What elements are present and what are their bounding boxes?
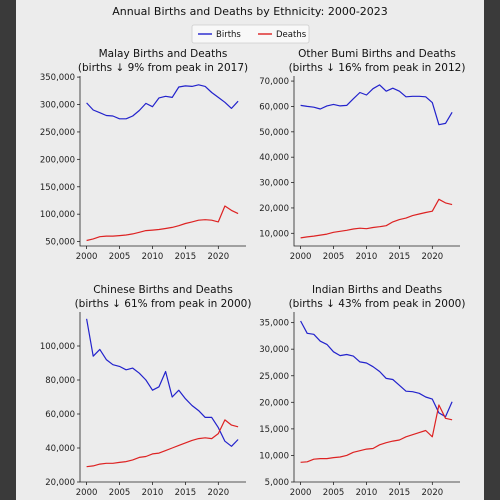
y-tick-label: 15,000 [259, 425, 289, 435]
axes-spine [293, 312, 460, 483]
x-tick-label: 2000 [290, 252, 312, 262]
y-tick-label: 5,000 [265, 478, 289, 488]
legend-box [191, 24, 310, 44]
figure-title: Annual Births and Deaths by Ethnicity: 2… [112, 5, 388, 18]
panel-title: Other Bumi Births and Deaths [298, 48, 456, 60]
legend-deaths-label: Deaths [276, 30, 307, 40]
x-tick-label: 2015 [175, 252, 197, 262]
y-tick-label: 40,000 [45, 444, 75, 454]
y-tick-label: 20,000 [45, 478, 75, 488]
y-tick-label: 300,000 [40, 101, 75, 111]
series-line-deaths [86, 419, 239, 468]
x-tick-label: 2010 [142, 488, 164, 498]
y-tick-label: 50,000 [45, 238, 75, 248]
y-tick-label: 60,000 [45, 410, 75, 420]
y-tick-label: 35,000 [259, 319, 289, 329]
x-tick-label: 2020 [422, 252, 444, 262]
series-line-births [300, 320, 453, 418]
y-tick-label: 30,000 [259, 179, 289, 189]
series-line-deaths [300, 404, 453, 463]
x-tick-label: 2005 [109, 488, 131, 498]
y-tick-label: 60,000 [259, 102, 289, 112]
x-tick-label: 2020 [208, 252, 230, 262]
chart-panels: Malay Births and Deaths (births ↓ 9% from… [40, 48, 466, 498]
y-tick-label: 10,000 [259, 229, 289, 239]
panel-title: Chinese Births and Deaths [93, 284, 233, 296]
x-tick-label: 2020 [208, 488, 230, 498]
figure-frame: Annual Births and Deaths by Ethnicity: 2… [16, 0, 484, 500]
x-tick-label: 2000 [76, 252, 98, 262]
y-tick-label: 150,000 [40, 183, 75, 193]
y-tick-label: 250,000 [40, 128, 75, 138]
panel-title: Indian Births and Deaths [312, 284, 442, 296]
x-tick-label: 2005 [323, 252, 345, 262]
panel-subtitle: (births ↓ 9% from peak in 2017) [78, 62, 248, 74]
x-tick-label: 2000 [290, 488, 312, 498]
series-line-births [86, 318, 239, 447]
x-tick-label: 2000 [76, 488, 98, 498]
y-tick-label: 100,000 [40, 210, 75, 220]
y-tick-label: 25,000 [259, 372, 289, 382]
y-tick-label: 100,000 [40, 342, 75, 352]
legend-births-label: Births [216, 30, 241, 40]
y-tick-label: 40,000 [259, 153, 289, 163]
figure-legend: Births Deaths [191, 24, 310, 44]
x-tick-label: 2015 [175, 488, 197, 498]
panel-chinese: Chinese Births and Deaths (births ↓ 61% f… [40, 284, 252, 498]
y-tick-label: 80,000 [45, 376, 75, 386]
y-tick-label: 350,000 [40, 73, 75, 83]
axes-spine [79, 312, 246, 483]
panel-malay: Malay Births and Deaths (births ↓ 9% from… [40, 48, 248, 262]
x-tick-label: 2010 [356, 488, 378, 498]
y-tick-label: 30,000 [259, 345, 289, 355]
y-tick-label: 70,000 [259, 77, 289, 87]
axes-spine [79, 76, 246, 247]
panel-other-bumi: Other Bumi Births and Deaths (births ↓ 16… [259, 48, 465, 262]
y-tick-label: 20,000 [259, 204, 289, 214]
series-line-deaths [300, 198, 453, 239]
x-tick-label: 2015 [389, 252, 411, 262]
panel-subtitle: (births ↓ 61% from peak in 2000) [75, 298, 252, 310]
x-tick-label: 2015 [389, 488, 411, 498]
series-line-deaths [86, 205, 239, 242]
axes-spine [293, 76, 460, 247]
x-tick-label: 2005 [109, 252, 131, 262]
panel-subtitle: (births ↓ 43% from peak in 2000) [289, 298, 466, 310]
y-tick-label: 200,000 [40, 155, 75, 165]
y-tick-label: 10,000 [259, 451, 289, 461]
x-tick-label: 2010 [142, 252, 164, 262]
panel-subtitle: (births ↓ 16% from peak in 2012) [289, 62, 466, 74]
series-line-births [300, 84, 453, 126]
x-tick-label: 2010 [356, 252, 378, 262]
panel-title: Malay Births and Deaths [99, 48, 228, 60]
x-tick-label: 2005 [323, 488, 345, 498]
x-tick-label: 2020 [422, 488, 444, 498]
figure-canvas: Annual Births and Deaths by Ethnicity: 2… [40, 5, 466, 498]
y-tick-label: 50,000 [259, 128, 289, 138]
panel-indian: Indian Births and Deaths (births ↓ 43% fr… [259, 284, 465, 498]
series-line-births [86, 84, 239, 120]
y-tick-label: 20,000 [259, 398, 289, 408]
